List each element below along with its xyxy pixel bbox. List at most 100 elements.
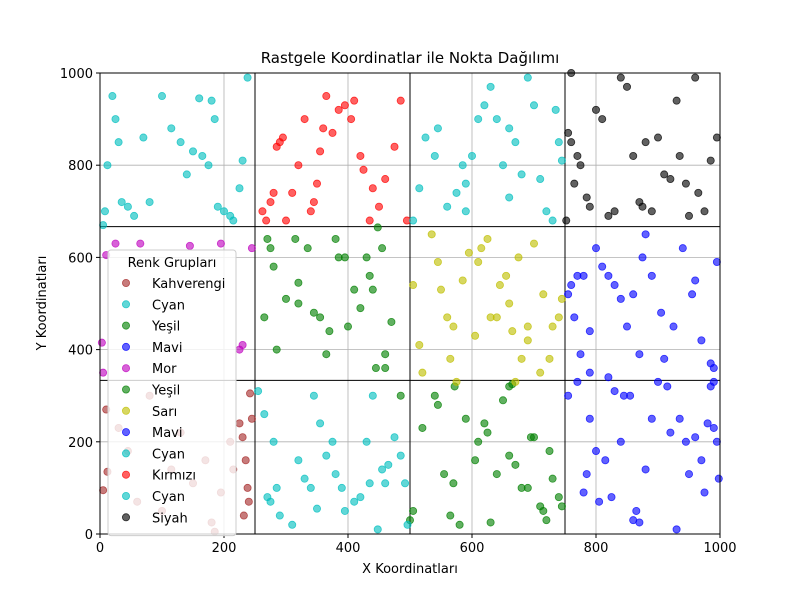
data-point — [337, 483, 346, 492]
data-point — [495, 281, 504, 290]
data-point — [269, 262, 278, 271]
data-point — [681, 179, 690, 188]
data-point — [108, 92, 117, 101]
data-point — [663, 382, 672, 391]
data-point — [523, 322, 532, 331]
legend-marker — [122, 342, 131, 351]
data-point — [498, 161, 507, 170]
data-point — [381, 364, 390, 373]
data-point — [666, 175, 675, 184]
data-point — [387, 317, 396, 326]
data-point — [455, 520, 464, 529]
data-point — [685, 211, 694, 220]
data-point — [511, 377, 520, 386]
data-point — [294, 456, 303, 465]
data-point — [371, 364, 380, 373]
data-point — [492, 470, 501, 479]
data-point — [598, 115, 607, 124]
data-point — [638, 202, 647, 211]
data-point — [604, 373, 613, 382]
data-point — [669, 322, 678, 331]
data-point — [123, 202, 132, 211]
data-point — [452, 188, 461, 197]
data-point — [235, 184, 244, 193]
data-point — [647, 414, 656, 423]
legend-marker — [122, 513, 131, 522]
data-point — [219, 207, 228, 216]
x-axis-label: X Koordinatları — [362, 562, 458, 577]
data-point — [449, 322, 458, 331]
data-point — [616, 73, 625, 82]
x-tick-label: 600 — [460, 541, 485, 556]
data-point — [498, 396, 507, 405]
data-point — [641, 138, 650, 147]
data-point — [567, 281, 576, 290]
data-point — [576, 350, 585, 359]
data-point — [554, 313, 563, 322]
data-point — [486, 518, 495, 527]
data-point — [542, 516, 551, 525]
data-point — [623, 322, 632, 331]
data-point — [238, 433, 247, 442]
data-point — [678, 244, 687, 253]
data-point — [238, 156, 247, 165]
data-point — [585, 327, 594, 336]
data-point — [309, 308, 318, 317]
data-point — [266, 497, 275, 506]
data-point — [421, 133, 430, 142]
data-point — [607, 493, 616, 502]
data-point — [401, 479, 410, 488]
data-point — [632, 506, 641, 515]
series-yeşil — [260, 223, 405, 400]
data-point — [714, 474, 723, 483]
data-point — [340, 253, 349, 262]
data-point — [666, 428, 675, 437]
data-point — [697, 456, 706, 465]
data-point — [272, 483, 281, 492]
data-point — [483, 234, 492, 243]
data-point — [700, 207, 709, 216]
data-point — [548, 216, 557, 225]
data-point — [548, 474, 557, 483]
data-point — [260, 313, 269, 322]
legend-marker — [122, 278, 131, 287]
data-point — [239, 511, 248, 520]
y-tick-label: 200 — [68, 436, 93, 451]
data-point — [103, 161, 112, 170]
data-point — [452, 377, 461, 386]
data-point — [415, 184, 424, 193]
data-point — [542, 207, 551, 216]
data-point — [381, 175, 390, 184]
data-point — [294, 278, 303, 287]
data-point — [647, 271, 656, 280]
series-siyah — [562, 69, 721, 225]
data-point — [213, 202, 222, 211]
data-point — [706, 382, 715, 391]
data-point — [275, 511, 284, 520]
data-point — [281, 294, 290, 303]
data-point — [514, 253, 523, 262]
data-point — [260, 410, 269, 419]
data-point — [347, 115, 356, 124]
data-point — [592, 447, 601, 456]
data-point — [409, 281, 418, 290]
legend-entry: Yeşil — [151, 384, 180, 399]
data-point — [641, 465, 650, 474]
data-point — [340, 506, 349, 515]
data-point — [396, 391, 405, 400]
data-point — [136, 239, 145, 248]
data-point — [562, 216, 571, 225]
data-point — [309, 391, 318, 400]
data-point — [130, 211, 139, 220]
data-point — [243, 483, 252, 492]
data-point — [210, 115, 219, 124]
data-point — [672, 525, 681, 534]
data-point — [97, 338, 106, 347]
data-point — [294, 299, 303, 308]
data-point — [319, 124, 328, 133]
data-point — [328, 128, 337, 137]
y-axis-label: Y Koordinatları — [35, 256, 50, 352]
data-point — [322, 451, 331, 460]
data-point — [384, 460, 393, 469]
